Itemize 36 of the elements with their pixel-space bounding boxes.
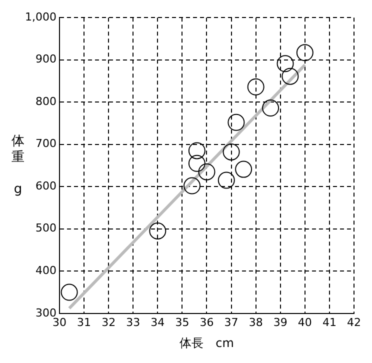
- point: [296, 44, 314, 62]
- x-tick-label: 32: [102, 316, 116, 329]
- point: [222, 143, 240, 160]
- point: [262, 100, 280, 117]
- x-axis-title: 体長 cm: [180, 336, 234, 350]
- x-tick-label: 40: [298, 316, 312, 329]
- point: [228, 114, 245, 131]
- x-tick-label: 31: [77, 316, 92, 329]
- point: [247, 78, 264, 96]
- point: [188, 142, 206, 160]
- x-tick-label: 38: [248, 316, 263, 329]
- y-tick-label: 900: [35, 52, 56, 66]
- x-tick-label: 35: [175, 316, 190, 329]
- x-tick-label: 36: [200, 316, 214, 329]
- y-tick-label: 800: [35, 94, 56, 108]
- point: [149, 222, 166, 240]
- point: [60, 284, 78, 301]
- x-tick-label: 39: [273, 316, 288, 329]
- x-tick-label: 42: [347, 316, 361, 329]
- x-tick-label: 33: [126, 316, 140, 329]
- point: [184, 177, 201, 194]
- point: [218, 172, 235, 189]
- point: [276, 55, 294, 72]
- point: [188, 154, 206, 172]
- point: [198, 163, 216, 180]
- text: 体重 g: [12, 134, 24, 197]
- y-tick-label: 600: [35, 179, 56, 192]
- x-tick-label: 34: [150, 316, 165, 329]
- point: [282, 68, 299, 85]
- y-tick-label: 1,000: [24, 10, 56, 24]
- y-tick-label: 400: [35, 264, 56, 277]
- x-tick-label: 37: [224, 316, 238, 329]
- y-tick-label: 700: [35, 137, 56, 150]
- point: [235, 160, 252, 178]
- x-tick-label: 41: [322, 316, 336, 329]
- y-tick-label: 500: [35, 222, 56, 235]
